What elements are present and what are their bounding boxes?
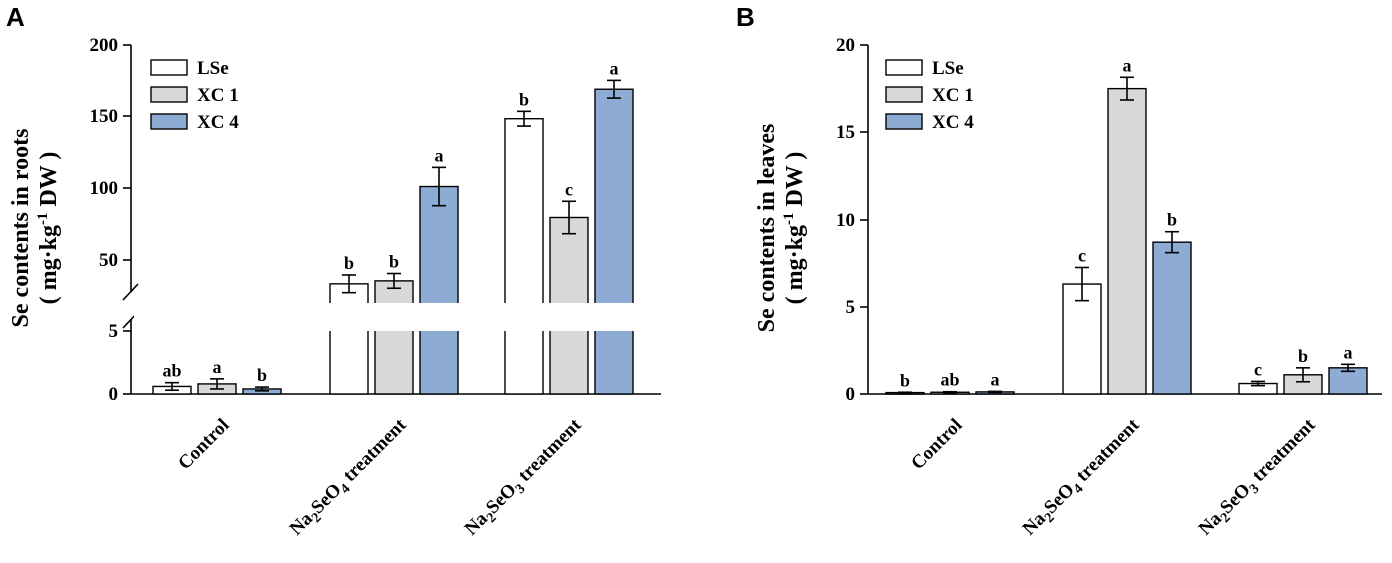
significance-letter: ab — [940, 370, 959, 390]
significance-letter: c — [1254, 359, 1262, 379]
legend-swatch-xc4 — [150, 113, 188, 130]
y-tick-label: 0 — [109, 384, 119, 405]
x-category-label: Na2SeO3 treatment — [461, 414, 589, 542]
x-category-label: Na2SeO4 treatment — [286, 414, 414, 542]
significance-letter: c — [1078, 245, 1086, 265]
significance-letter: ab — [162, 361, 181, 381]
significance-letter: b — [519, 89, 529, 109]
legend-label: LSe — [197, 58, 229, 79]
x-category-main: Control — [174, 415, 233, 474]
panel-letter: A — [6, 2, 25, 32]
legend-swatch-lse — [885, 59, 923, 76]
x-category-text: Control — [907, 415, 966, 474]
y-axis-label-line2: ( mg·kg-1 DW ) — [781, 152, 808, 305]
significance-letter: c — [565, 179, 573, 199]
significance-letter: b — [1167, 210, 1177, 230]
significance-letter: a — [991, 369, 1000, 389]
x-category-label: Na2SeO3 treatment — [1195, 414, 1323, 542]
bar-xc4-group2 — [419, 185, 459, 395]
significance-letter: a — [435, 145, 444, 165]
panel-letter: B — [736, 2, 755, 32]
bar-lse-group2 — [329, 283, 369, 395]
significance-letter: b — [1298, 346, 1308, 366]
legend-swatch-lse — [150, 59, 188, 76]
y-tick-label: 15 — [836, 122, 855, 143]
y-axis-label-line1: Se contents in leaves — [754, 124, 780, 333]
axis-break-gap — [134, 303, 661, 331]
panel-b: B Se contents in leaves( mg·kg-1 DW ) 0 5 10… — [736, 2, 1382, 542]
legend-label: XC 1 — [932, 85, 974, 106]
y-axis: 0 5 50 100 150 200 — [90, 35, 139, 405]
x-category-text: Na2SeO4 treatment — [286, 414, 414, 542]
y-axis-label-tail: DW ) — [782, 152, 808, 213]
y-axis-label-superscript: -1 — [781, 213, 797, 226]
bar-lse-group3 — [504, 118, 544, 395]
bar-xc4-group2 — [1152, 241, 1192, 395]
significance-letter: b — [344, 253, 354, 273]
legend-label: XC 1 — [197, 85, 239, 106]
legend-swatch-xc1 — [150, 86, 188, 103]
y-axis-label-unit: ( mg·kg — [782, 225, 808, 304]
bar-xc1-group2 — [1107, 87, 1147, 395]
x-category-text: Na2SeO4 treatment — [1019, 414, 1147, 542]
x-category-post: treatment — [336, 414, 411, 489]
y-tick-label: 0 — [846, 384, 856, 405]
y-axis-label: Se contents in roots( mg·kg-1 DW ) — [8, 129, 62, 328]
y-tick-label: 20 — [836, 35, 855, 56]
significance-letter: b — [389, 252, 399, 272]
significance-letter: a — [1344, 342, 1353, 362]
y-axis: 0 5 10 15 20 — [836, 35, 869, 405]
y-axis-label: Se contents in leaves( mg·kg-1 DW ) — [754, 124, 808, 333]
panel-a: A Se contents in roots( mg·kg-1 DW ) 0 5 50 1… — [6, 2, 661, 542]
x-category-label: Control — [174, 415, 233, 474]
significance-letter: a — [1123, 55, 1132, 75]
significance-letter: b — [900, 370, 910, 390]
legend-swatch-xc4 — [885, 113, 923, 130]
y-tick-label: 10 — [836, 210, 855, 231]
y-tick-label: 100 — [90, 178, 119, 199]
y-axis-label-tail: DW ) — [36, 152, 62, 213]
y-tick-label: 50 — [99, 250, 118, 271]
legend: LSe XC 1 XC 4 — [885, 58, 974, 133]
y-axis-label-superscript: -1 — [35, 213, 51, 226]
y-axis-label-unit: ( mg·kg — [36, 225, 62, 304]
y-tick-label: 150 — [90, 106, 119, 127]
y-tick-label: 200 — [90, 35, 119, 56]
axis-break-mark — [122, 283, 139, 301]
x-category-label: Na2SeO4 treatment — [1019, 414, 1147, 542]
x-category-text: Control — [174, 415, 233, 474]
x-category-text: Na2SeO3 treatment — [1195, 414, 1323, 542]
bar-xc4-group3 — [1328, 367, 1368, 395]
y-tick-label: 5 — [109, 321, 119, 342]
significance-letter: a — [610, 58, 619, 78]
x-category-main: Control — [907, 415, 966, 474]
legend-label: LSe — [932, 58, 964, 79]
significance-letter: a — [213, 357, 222, 377]
x-category-post: treatment — [1069, 414, 1144, 489]
x-category-text: Na2SeO3 treatment — [461, 414, 589, 542]
bar-xc1-group2 — [374, 280, 414, 395]
bar-lse-group2 — [1062, 283, 1102, 395]
x-category-label: Control — [907, 415, 966, 474]
bar-xc4-group3 — [594, 88, 634, 395]
y-tick-label: 5 — [846, 297, 856, 318]
legend-label: XC 4 — [197, 112, 239, 133]
x-category-post: treatment — [1245, 414, 1320, 489]
y-axis-label-line2: ( mg·kg-1 DW ) — [35, 152, 62, 305]
legend-label: XC 4 — [932, 112, 974, 133]
x-category-post: treatment — [511, 414, 586, 489]
y-axis-label-line1: Se contents in roots — [8, 129, 34, 328]
legend: LSe XC 1 XC 4 — [150, 58, 239, 133]
legend-swatch-xc1 — [885, 86, 923, 103]
significance-letter: b — [257, 365, 267, 385]
